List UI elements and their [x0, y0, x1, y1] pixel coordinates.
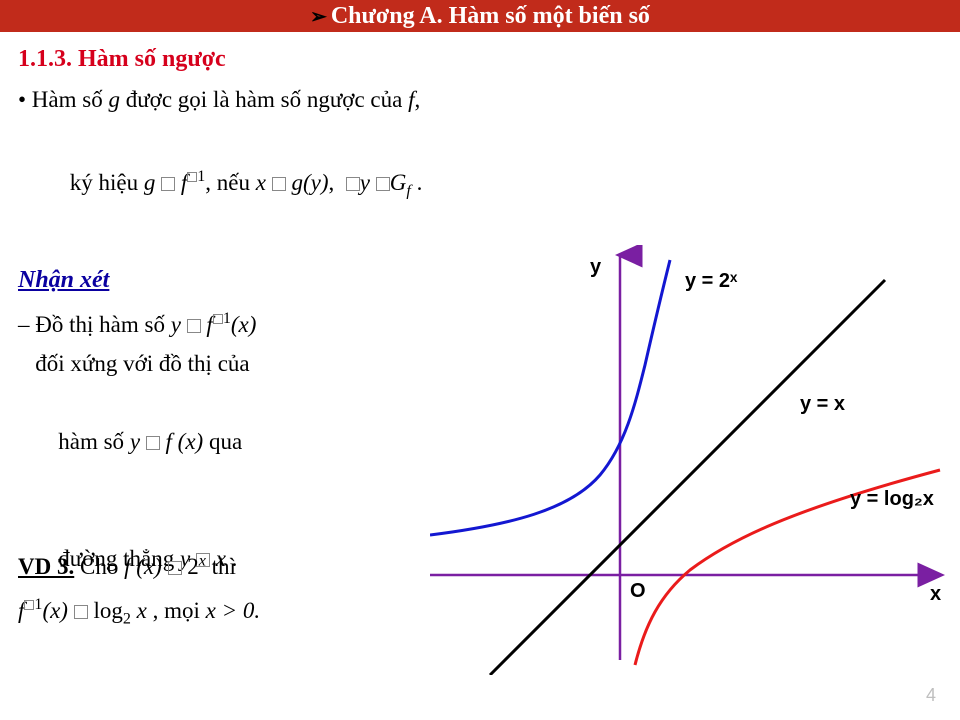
- inverse-function-graph: y x O y = 2ˣ y = x y = log₂x: [430, 245, 950, 675]
- page-number: 4: [926, 685, 936, 706]
- example-line-1: VD 3. Cho f (x) 2x thì: [18, 545, 418, 589]
- square-icon: [24, 600, 34, 610]
- definition-line-2: ký hiệu g f −11, nếu x g(y), y Gf .: [18, 120, 942, 247]
- line-y-equals-x: [490, 280, 885, 675]
- header-bar: ➢Chương A. Hàm số một biến số: [0, 0, 960, 32]
- note-line-3: hàm số y f (x) qua: [18, 383, 398, 500]
- square-icon: [187, 319, 201, 333]
- square-icon: [168, 561, 182, 575]
- curve-label-diag: y = x: [800, 393, 845, 415]
- square-icon: [146, 436, 160, 450]
- example-block: VD 3. Cho f (x) 2x thì f1(x) log2 x , mọ…: [18, 545, 418, 635]
- note-line-1: – Đồ thị hàm số y f1(x): [18, 305, 398, 344]
- example-label: VD 3.: [18, 554, 74, 579]
- example-line-2: f1(x) log2 x , mọi x > 0.: [18, 589, 418, 635]
- definition-block: • Hàm số g được gọi là hàm số ngược của …: [18, 79, 942, 248]
- note-heading: Nhận xét: [18, 260, 398, 301]
- definition-line-1: • Hàm số g được gọi là hàm số ngược của …: [18, 79, 942, 120]
- origin-label: O: [630, 580, 646, 602]
- header-title: Chương A. Hàm số một biến số: [331, 3, 650, 29]
- square-icon: [161, 177, 175, 191]
- curve-label-exp: y = 2ˣ: [685, 270, 738, 292]
- content-area: 1.1.3. Hàm số ngược • Hàm số g được gọi …: [0, 32, 960, 248]
- square-icon: [272, 177, 286, 191]
- chevron-icon: ➢: [310, 6, 327, 28]
- square-icon: [346, 177, 360, 191]
- curve-exp: [430, 260, 670, 535]
- square-icon: [376, 177, 390, 191]
- axis-label-y: y: [590, 256, 602, 278]
- section-name: Hàm số ngược: [78, 46, 226, 72]
- section-number: 1.1.3.: [18, 46, 72, 72]
- square-icon: [187, 172, 197, 182]
- curve-label-log: y = log₂x: [850, 488, 934, 510]
- section-title: 1.1.3. Hàm số ngược: [18, 46, 942, 73]
- note-line-2: đối xứng với đồ thị của: [18, 344, 398, 383]
- square-icon: [74, 605, 88, 619]
- axis-label-x: x: [930, 583, 941, 605]
- square-icon: [213, 314, 223, 324]
